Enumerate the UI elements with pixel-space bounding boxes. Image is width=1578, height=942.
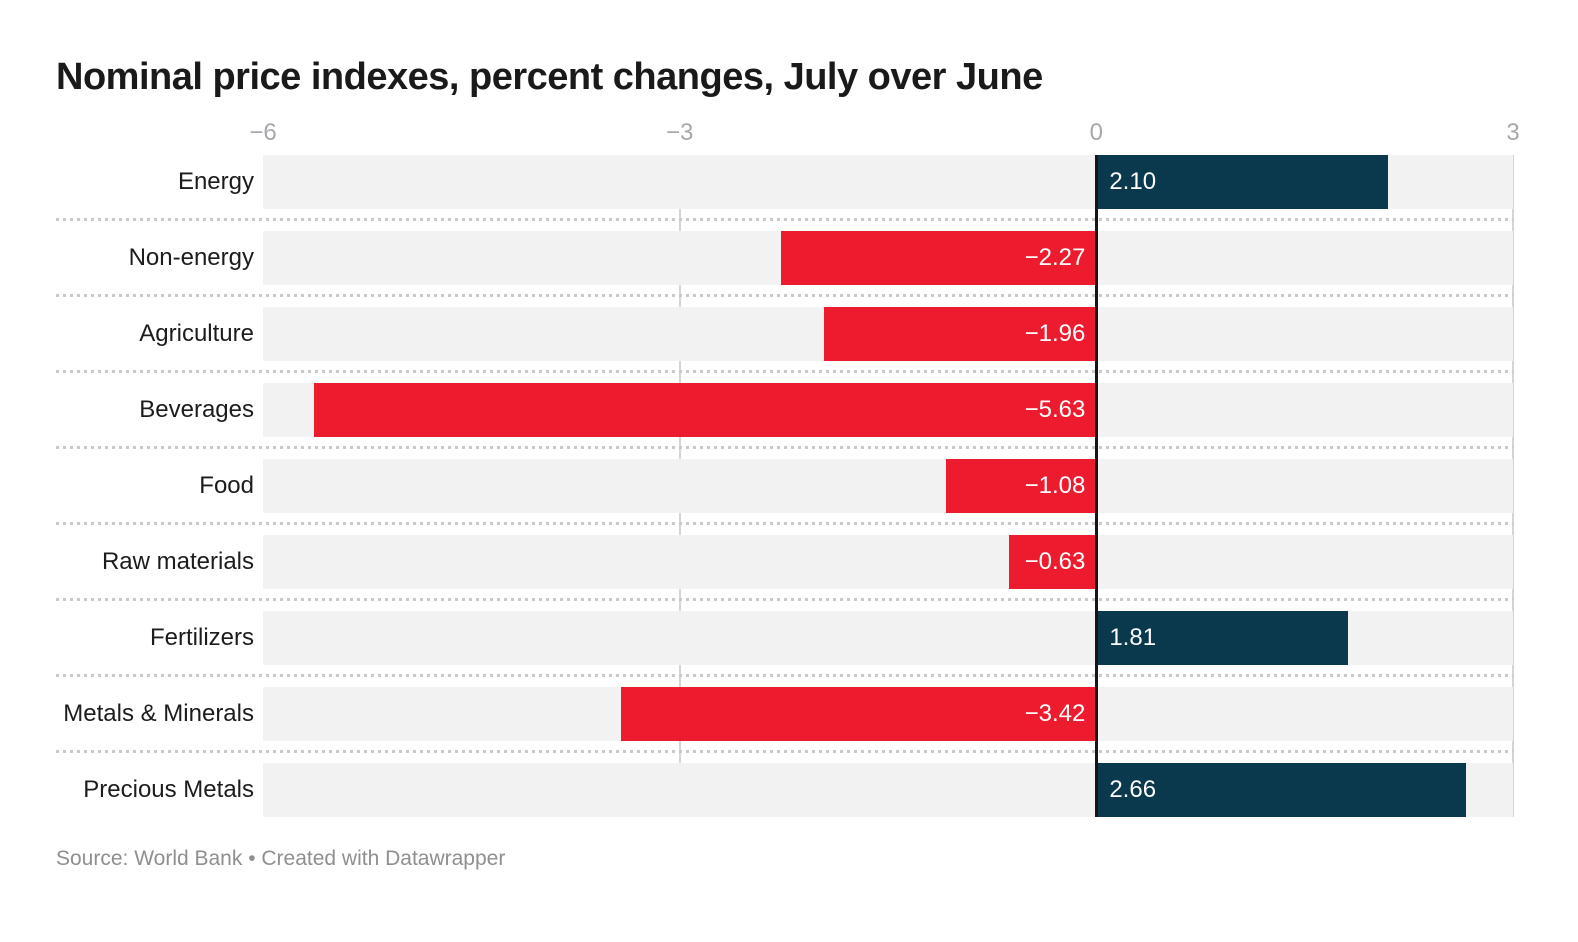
row-separator [56,741,1513,763]
chart-row: Precious Metals 2.66 [56,763,1513,817]
row-plot-area: −0.63 [263,535,1513,589]
chart-row: Fertilizers 1.81 [56,611,1513,665]
row-separator [56,513,1513,535]
row-plot-area: −1.08 [263,459,1513,513]
bar[interactable]: 2.10 [1096,155,1388,209]
row-separator [56,589,1513,611]
bar[interactable]: −3.42 [621,687,1097,741]
x-tick-label: 3 [1506,119,1520,146]
row-plot-area: −2.27 [263,231,1513,285]
row-plot-area: −3.42 [263,687,1513,741]
category-label: Raw materials [101,548,254,575]
row-separator [56,285,1513,307]
category-label: Non-energy [128,244,254,271]
bar[interactable]: −1.96 [824,307,1097,361]
x-tick-label: −3 [665,119,694,146]
chart-frame: Nominal price indexes, percent changes, … [56,56,1520,870]
row-plot-area: −1.96 [263,307,1513,361]
chart-row: Beverages −5.63 [56,383,1513,437]
bar-value-label: −2.27 [1024,244,1086,271]
x-tick-label: −6 [249,119,277,146]
chart-row: Non-energy −2.27 [56,231,1513,285]
bar-value-label: −1.08 [1024,472,1086,499]
bar[interactable]: −2.27 [781,231,1097,285]
category-label: Energy [177,168,254,195]
chart-row: Energy 2.10 [56,155,1513,209]
chart-row: Agriculture −1.96 [56,307,1513,361]
category-label: Agriculture [139,320,254,347]
bar[interactable]: −1.08 [946,459,1097,513]
bar-value-label: 2.10 [1109,168,1157,195]
source-caption: Source: World Bank • Created with Datawr… [56,847,506,870]
bar-value-label: −0.63 [1024,548,1086,575]
chart-row: Metals & Minerals −3.42 [56,687,1513,741]
row-plot-area: 2.66 [263,763,1513,817]
bar-value-label: 2.66 [1109,776,1157,803]
row-plot-area: 2.10 [263,155,1513,209]
row-separator [56,665,1513,687]
bar-value-label: −1.96 [1024,320,1086,347]
chart-rows: Energy 2.10 Non-energy −2.27 Agriculture… [56,155,1513,817]
row-plot-area: −5.63 [263,383,1513,437]
row-separator [56,437,1513,459]
category-label: Metals & Minerals [63,700,254,727]
bar-value-label: −5.63 [1024,396,1086,423]
plot-area: Energy 2.10 Non-energy −2.27 Agriculture… [56,155,1514,817]
row-separator [56,361,1513,383]
row-separator [56,209,1513,231]
chart-row: Food −1.08 [56,459,1513,513]
x-tick-label: 0 [1089,119,1104,146]
bar[interactable]: 2.66 [1096,763,1466,817]
x-axis: −6 −3 0 3 [249,99,1519,155]
row-plot-area: 1.81 [263,611,1513,665]
category-label: Fertilizers [149,624,254,651]
category-label: Food [199,472,254,499]
category-label: Precious Metals [83,776,254,803]
bar[interactable]: −0.63 [1008,535,1097,589]
category-label: Beverages [139,396,254,423]
bar-value-label: 1.81 [1109,624,1157,651]
bar[interactable]: 1.81 [1096,611,1348,665]
chart-row: Raw materials −0.63 [56,535,1513,589]
chart-title: Nominal price indexes, percent changes, … [56,56,1043,98]
bar-value-label: −3.42 [1024,700,1086,727]
bar[interactable]: −5.63 [314,383,1097,437]
